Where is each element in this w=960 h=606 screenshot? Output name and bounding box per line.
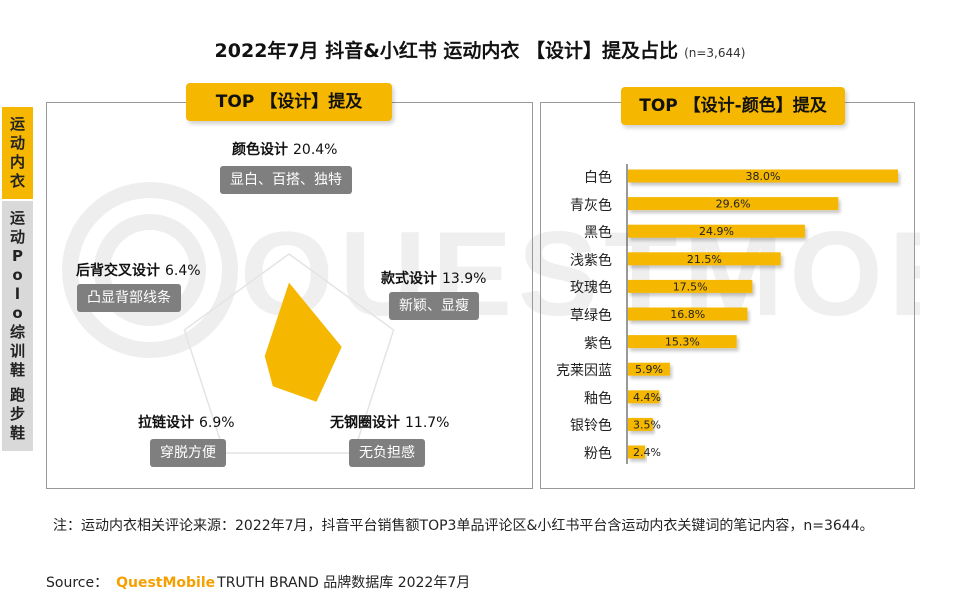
bar-value-label: 4.4% xyxy=(633,391,661,404)
bar-chart: 38.0% 29.6% 24.9% 21.5% 17.5% 16.8% 15.3% 5.9% 4… xyxy=(626,164,898,464)
side-tab-sports-bra[interactable]: 运动内衣 xyxy=(2,107,33,199)
source-rest: TRUTH BRAND 品牌数据库 2022年7月 xyxy=(217,575,471,591)
bar-value-label: 21.5% xyxy=(687,253,722,266)
tab-char: P xyxy=(12,247,23,265)
bar-value-label: 16.8% xyxy=(670,308,705,321)
bar-category-label: 青灰色 xyxy=(570,197,612,214)
tab-char: 动 xyxy=(9,228,25,246)
bar-category-label: 玫瑰色 xyxy=(570,280,612,297)
bar-3 xyxy=(628,252,781,266)
radar-dimension-desc: 新颖、显瘦 xyxy=(389,292,479,320)
bar-value-label: 2.4% xyxy=(633,446,661,459)
bar-category-label: 克莱因蓝 xyxy=(556,363,612,380)
radar-dimension-value: 13.9% xyxy=(442,271,487,287)
source-prefix: Source： xyxy=(46,575,109,591)
footnote: 注：运动内衣相关评论来源：2022年7月，抖音平台销售额TOP3单品评论区&小红… xyxy=(53,518,874,534)
tab-char: o xyxy=(12,304,23,322)
bar-category-label: 浅紫色 xyxy=(570,252,612,269)
radar-dimension-desc: 穿脱方便 xyxy=(150,439,226,467)
bar-2 xyxy=(628,224,805,238)
tab-char: l xyxy=(14,285,21,303)
radar-grid xyxy=(183,253,395,454)
radar-dimension-value: 11.7% xyxy=(405,415,450,431)
tab-char: 鞋 xyxy=(9,424,25,442)
radar-dimension-name: 后背交叉设计 xyxy=(76,263,160,279)
bar-value-label: 5.9% xyxy=(635,363,663,376)
bar-9 xyxy=(628,417,653,431)
radar-series-area xyxy=(264,282,342,402)
bar-6 xyxy=(628,335,737,349)
tab-char: 训 xyxy=(9,342,25,360)
bar-0 xyxy=(628,169,898,183)
bar-10 xyxy=(628,445,646,459)
tab-char: 综 xyxy=(9,323,25,341)
bar-8 xyxy=(628,390,660,404)
radar-dimension-value: 6.4% xyxy=(165,263,201,279)
bar-value-label: 38.0% xyxy=(746,170,781,183)
bar-4 xyxy=(628,279,753,293)
tab-char: 内 xyxy=(9,153,25,171)
source-line: Source： QuestMobile TRUTH BRAND 品牌数据库 2022… xyxy=(46,572,470,592)
radar-dimension-label: 颜色设计 20.4% xyxy=(232,139,337,159)
bar-value-label: 17.5% xyxy=(673,280,708,293)
bar-category-label: 草绿色 xyxy=(570,308,612,324)
radar-dimension-label: 后背交叉设计 6.4% xyxy=(76,260,201,280)
bar-5 xyxy=(628,307,748,321)
radar-chart-title: TOP 【设计】提及 xyxy=(186,83,392,121)
bar-value-label: 15.3% xyxy=(665,336,700,349)
bar-1 xyxy=(628,197,839,211)
bar-category-label: 紫色 xyxy=(584,335,612,352)
radar-dimension-name: 无钢圈设计 xyxy=(330,415,400,431)
radar-dimension-label: 拉链设计 6.9% xyxy=(138,412,235,432)
bar-value-label: 24.9% xyxy=(699,225,734,238)
radar-dimension-label: 款式设计 13.9% xyxy=(381,268,486,288)
radar-dimension-desc: 凸显背部线条 xyxy=(77,284,181,312)
tab-char: 跑 xyxy=(9,386,25,404)
tab-char: 鞋 xyxy=(9,361,25,379)
source-brand: QuestMobile xyxy=(116,575,216,591)
bar-category-label: 白色 xyxy=(584,170,612,186)
bar-category-label: 釉色 xyxy=(584,390,612,407)
tab-char: 运 xyxy=(9,209,25,227)
bar-category-label: 粉色 xyxy=(584,446,612,462)
page-title: 2022年7月 抖音&小红书 运动内衣 【设计】提及占比 (n=3,644) xyxy=(0,36,960,63)
tab-char: o xyxy=(12,266,23,284)
radar-dimension-name: 颜色设计 xyxy=(232,142,288,158)
radar-dimension-value: 20.4% xyxy=(293,142,338,158)
bar-category-label: 黑色 xyxy=(584,225,612,242)
tab-char: 运 xyxy=(9,115,25,133)
bar-value-label: 29.6% xyxy=(716,198,751,211)
bar-category-label: 银铃色 xyxy=(570,418,612,435)
radar-dimension-value: 6.9% xyxy=(199,415,235,431)
radar-dimension-name: 款式设计 xyxy=(381,271,437,287)
radar-dimension-desc: 显白、百搭、独特 xyxy=(220,166,352,194)
bar-value-label: 3.5% xyxy=(633,418,661,431)
tab-char: 衣 xyxy=(9,172,25,190)
bar-7 xyxy=(628,362,670,376)
sample-size: (n=3,644) xyxy=(684,46,746,60)
tab-char: 动 xyxy=(9,134,25,152)
radar-dimension-name: 拉链设计 xyxy=(138,415,194,431)
radar-dimension-label: 无钢圈设计 11.7% xyxy=(330,412,449,432)
radar-chart xyxy=(183,253,395,454)
bar-chart-title: TOP 【设计-颜色】提及 xyxy=(621,87,845,125)
title-text: 2022年7月 抖音&小红书 运动内衣 【设计】提及占比 xyxy=(214,40,679,62)
tab-char: 步 xyxy=(9,405,25,423)
radar-dimension-desc: 无负担感 xyxy=(349,439,425,467)
